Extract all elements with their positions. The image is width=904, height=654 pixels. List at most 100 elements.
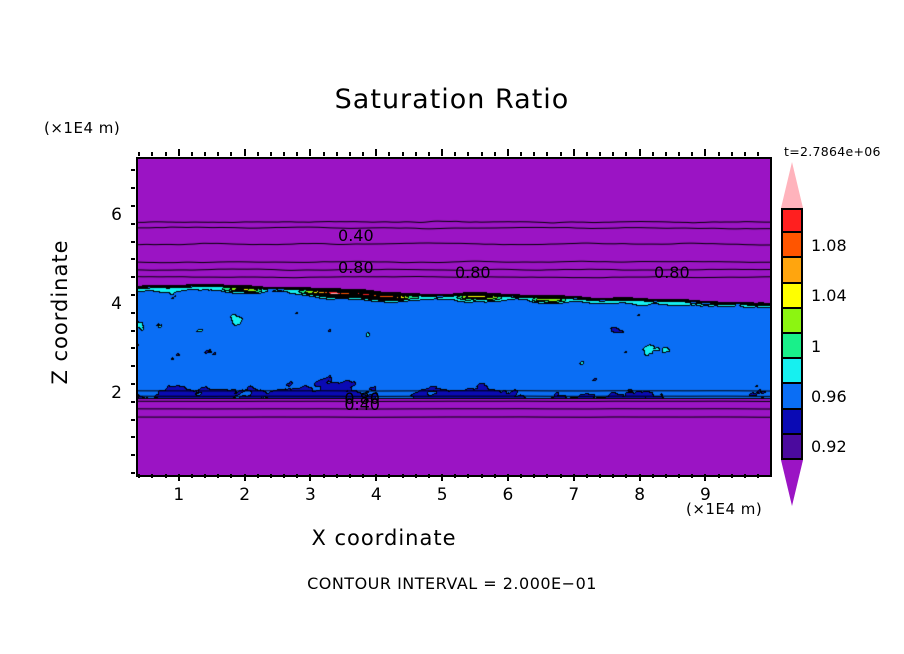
y-tick-mark xyxy=(131,169,135,172)
x-tick-mark-top xyxy=(572,149,575,156)
y-tick-mark xyxy=(131,311,135,314)
x-tick-mark xyxy=(388,474,391,478)
x-tick-mark xyxy=(493,474,496,478)
x-tick-mark-top xyxy=(309,149,312,156)
colorbar-band xyxy=(781,334,803,360)
x-tick-mark xyxy=(612,474,615,478)
x-tick-label: 2 xyxy=(239,485,251,505)
x-tick-mark-top xyxy=(256,152,259,156)
y-tick-mark xyxy=(131,454,135,457)
x-tick-mark xyxy=(480,474,483,478)
x-tick-mark xyxy=(730,474,733,478)
x-tick-mark-top xyxy=(151,152,154,156)
x-tick-mark-top xyxy=(138,152,141,156)
x-tick-mark-top xyxy=(559,152,562,156)
y-tick-mark xyxy=(131,365,135,368)
x-tick-mark-top xyxy=(441,149,444,156)
x-tick-label: 4 xyxy=(370,485,382,505)
x-tick-mark xyxy=(691,474,694,478)
x-tick-mark-top xyxy=(678,152,681,156)
x-tick-mark xyxy=(467,474,470,478)
x-tick-mark-top xyxy=(585,152,588,156)
x-tick-mark-top xyxy=(480,152,483,156)
x-tick-mark-top xyxy=(283,152,286,156)
x-tick-mark-top xyxy=(599,152,602,156)
colorbar-tick-label: 0.96 xyxy=(811,387,847,406)
colorbar-bottom-cap xyxy=(781,460,803,506)
x-tick-mark-top xyxy=(691,152,694,156)
x-tick-mark xyxy=(651,474,654,478)
x-tick-mark xyxy=(401,474,404,478)
y-tick-label: 4 xyxy=(111,293,122,314)
x-tick-mark xyxy=(625,474,628,478)
y-tick-mark xyxy=(131,258,135,261)
x-tick-mark-top xyxy=(164,152,167,156)
y-axis-units-label: (×1E4 m) xyxy=(44,119,121,137)
x-tick-mark xyxy=(335,474,338,478)
x-axis-units-label: (×1E4 m) xyxy=(686,500,763,518)
x-tick-mark xyxy=(717,474,720,478)
x-tick-mark-top xyxy=(546,152,549,156)
x-tick-mark-top xyxy=(414,152,417,156)
y-tick-mark xyxy=(131,293,135,296)
y-tick-mark xyxy=(131,329,135,332)
x-tick-mark-top xyxy=(533,152,536,156)
x-tick-mark xyxy=(441,474,444,481)
x-tick-mark xyxy=(520,474,523,478)
contour-level-label: 0.80 xyxy=(454,262,491,282)
x-tick-mark-top xyxy=(467,152,470,156)
x-tick-mark xyxy=(757,474,760,478)
x-tick-mark-top xyxy=(757,152,760,156)
contour-level-label: 0.80 xyxy=(654,262,690,282)
x-tick-label: 8 xyxy=(634,485,646,505)
contour-level-label: 0.80 xyxy=(344,388,380,408)
timestamp-label: t=2.7864e+06 xyxy=(784,144,881,159)
x-tick-mark-top xyxy=(388,152,391,156)
x-tick-mark xyxy=(256,474,259,478)
x-tick-mark-top xyxy=(217,152,220,156)
colorbar-band xyxy=(781,359,803,385)
x-tick-mark-top xyxy=(190,152,193,156)
contour-level-label: 0.80 xyxy=(338,258,374,278)
x-tick-mark-top xyxy=(335,152,338,156)
y-tick-mark xyxy=(131,204,135,207)
colorbar-tick-label: 1.04 xyxy=(811,286,847,306)
x-tick-mark xyxy=(164,474,167,478)
x-tick-mark-top xyxy=(704,149,707,156)
x-tick-mark xyxy=(585,474,588,478)
colorbar-band xyxy=(781,409,803,435)
colorbar-band xyxy=(781,233,803,259)
x-tick-mark-top xyxy=(401,152,404,156)
colorbar-tick-label: 1 xyxy=(811,336,822,356)
x-tick-mark xyxy=(230,474,233,478)
x-tick-mark-top xyxy=(730,152,733,156)
colorbar-band xyxy=(781,308,803,334)
x-tick-mark xyxy=(138,474,141,478)
x-tick-mark xyxy=(599,474,602,478)
x-tick-mark-top xyxy=(717,152,720,156)
x-tick-label: 3 xyxy=(305,485,316,505)
x-tick-mark-top xyxy=(651,152,654,156)
x-tick-mark xyxy=(743,474,746,478)
contour-level-label: 0.40 xyxy=(344,394,380,414)
x-tick-mark xyxy=(559,474,562,478)
x-tick-mark xyxy=(427,474,430,478)
x-tick-mark-top xyxy=(743,152,746,156)
x-tick-mark xyxy=(243,474,246,481)
x-tick-mark xyxy=(283,474,286,478)
x-tick-mark xyxy=(414,474,417,478)
x-tick-mark xyxy=(348,474,351,478)
x-tick-mark xyxy=(190,474,193,478)
x-tick-label: 1 xyxy=(173,485,185,505)
x-tick-mark xyxy=(533,474,536,478)
x-tick-mark xyxy=(322,474,325,478)
x-tick-mark xyxy=(309,474,312,481)
x-tick-mark-top xyxy=(625,152,628,156)
x-tick-mark-top xyxy=(375,149,378,156)
x-tick-mark-top xyxy=(493,152,496,156)
x-tick-mark xyxy=(506,474,509,481)
x-tick-mark-top xyxy=(348,152,351,156)
y-tick-mark xyxy=(131,347,135,350)
y-tick-mark xyxy=(131,276,135,279)
